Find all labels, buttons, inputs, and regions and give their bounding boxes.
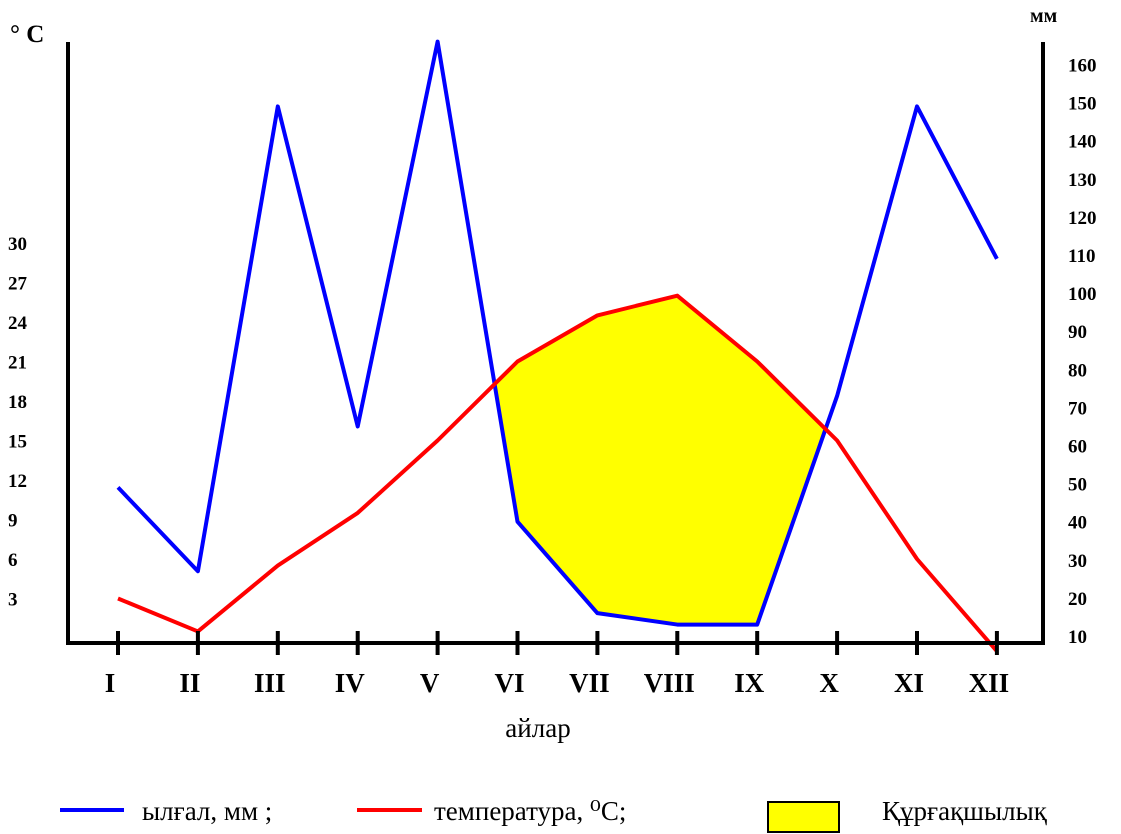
right-tick-label: 80 <box>1068 360 1087 381</box>
temperature-line <box>117 293 999 653</box>
x-tick-label: VIII <box>644 668 695 698</box>
x-tick-label: V <box>420 668 440 698</box>
left-tick-label: 12 <box>8 471 27 492</box>
x-tick-label: XII <box>969 668 1010 698</box>
x-tick-label: VI <box>494 668 524 698</box>
right-tick-label: 100 <box>1068 284 1097 305</box>
right-tick-label: 110 <box>1068 246 1095 267</box>
x-tick-label: IX <box>734 668 765 698</box>
right-tick-label: 120 <box>1068 208 1097 229</box>
right-tick-label: 130 <box>1068 170 1097 191</box>
left-tick-label: 21 <box>8 353 27 374</box>
x-tick-label: X <box>819 668 839 698</box>
series-layer <box>116 39 999 653</box>
right-tick-label: 150 <box>1068 94 1097 115</box>
legend-drought-label: Құрғақшылық <box>882 796 1048 826</box>
left-tick-label: 27 <box>8 274 28 295</box>
right-tick-label: 160 <box>1068 56 1097 77</box>
left-tick-label: 6 <box>8 550 18 571</box>
x-axis-category-labels: I II III IV V VI VII VIII IX X XI XII <box>105 668 1009 698</box>
x-tick-label: I <box>105 668 116 698</box>
x-tick-label: III <box>254 668 286 698</box>
x-tick-label: XI <box>894 668 924 698</box>
right-tick-label: 90 <box>1068 322 1087 343</box>
right-tick-label: 70 <box>1068 398 1087 419</box>
left-tick-label: 9 <box>8 511 18 532</box>
left-axis-unit: ° C <box>10 21 44 48</box>
right-tick-label: 30 <box>1068 551 1087 572</box>
left-tick-label: 15 <box>8 432 27 453</box>
right-tick-label: 140 <box>1068 132 1097 153</box>
left-tick-label: 18 <box>8 392 27 413</box>
right-tick-label: 10 <box>1068 627 1087 648</box>
left-axis-tick-labels: 3 6 9 12 15 18 21 24 27 30 <box>8 234 28 611</box>
right-tick-label: 60 <box>1068 437 1087 458</box>
humidity-line <box>116 39 999 627</box>
drought-area <box>494 295 826 625</box>
x-tick-label: II <box>179 668 200 698</box>
legend-humidity-label: ылғал, мм ; <box>142 796 272 826</box>
left-tick-label: 3 <box>8 590 18 611</box>
legend-temperature-label: температура, ⁰С; <box>434 796 626 826</box>
right-tick-label: 40 <box>1068 513 1087 534</box>
x-tick-label: IV <box>335 668 366 698</box>
x-axis-ticks <box>116 631 999 655</box>
legend: ылғал, мм ; температура, ⁰С; Құрғақшылық <box>60 796 1048 833</box>
x-tick-label: VII <box>569 668 610 698</box>
legend-drought-swatch <box>767 801 840 833</box>
x-axis-title: айлар <box>505 713 570 743</box>
right-tick-label: 50 <box>1068 475 1087 496</box>
right-tick-label: 20 <box>1068 589 1087 610</box>
left-tick-label: 24 <box>8 313 28 334</box>
right-axis-unit: мм <box>1030 5 1057 27</box>
right-axis-tick-labels: 10 20 30 40 50 60 70 80 90 100 110 120 130 140 150 160 <box>1068 56 1097 649</box>
left-tick-label: 30 <box>8 234 27 255</box>
